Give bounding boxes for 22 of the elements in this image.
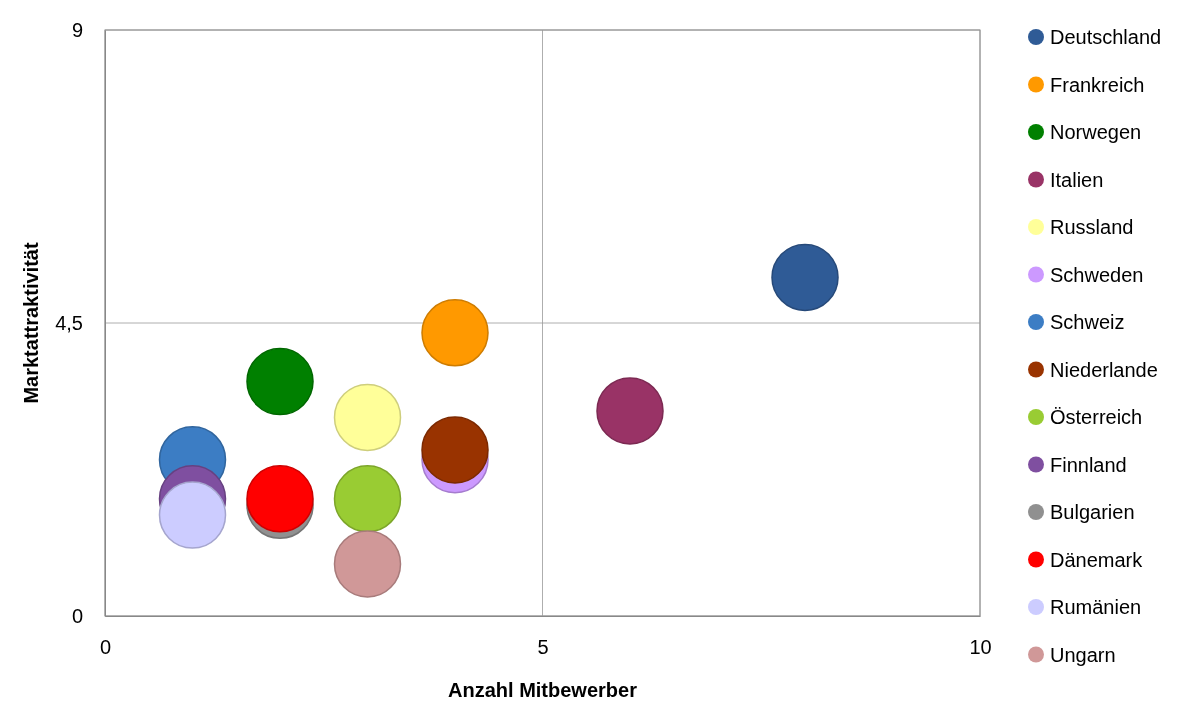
legend-label: Rumänien — [1050, 596, 1142, 618]
legend-label: Österreich — [1050, 406, 1143, 428]
y-axis-title: Marktattraktivität — [20, 242, 42, 404]
x-tick-label: 0 — [99, 636, 112, 659]
legend-label: Dänemark — [1050, 548, 1144, 571]
legend-label: Niederlande — [1050, 358, 1158, 381]
legend-label: Norwegen — [1050, 121, 1142, 143]
y-tick-label: 4,5 — [55, 311, 83, 334]
legend-label: Frankreich — [1050, 73, 1145, 96]
y-tick-label: 0 — [71, 604, 83, 627]
x-axis-title: Anzahl Mitbewerber — [448, 679, 638, 701]
legend-label: Russland — [1050, 216, 1134, 238]
legend-label: Bulgarien — [1050, 501, 1135, 523]
legend-label: Schweiz — [1050, 311, 1125, 333]
legend-label: Italien — [1050, 168, 1104, 191]
x-tick-label: 5 — [537, 636, 549, 659]
legend-label: Deutschland — [1050, 26, 1162, 48]
x-tick-label: 10 — [969, 636, 992, 659]
legend-label: Schweden — [1050, 263, 1144, 286]
y-tick-label: 9 — [71, 18, 83, 41]
legend-label: Ungarn — [1050, 643, 1116, 666]
legend-label: Finnland — [1050, 453, 1127, 476]
